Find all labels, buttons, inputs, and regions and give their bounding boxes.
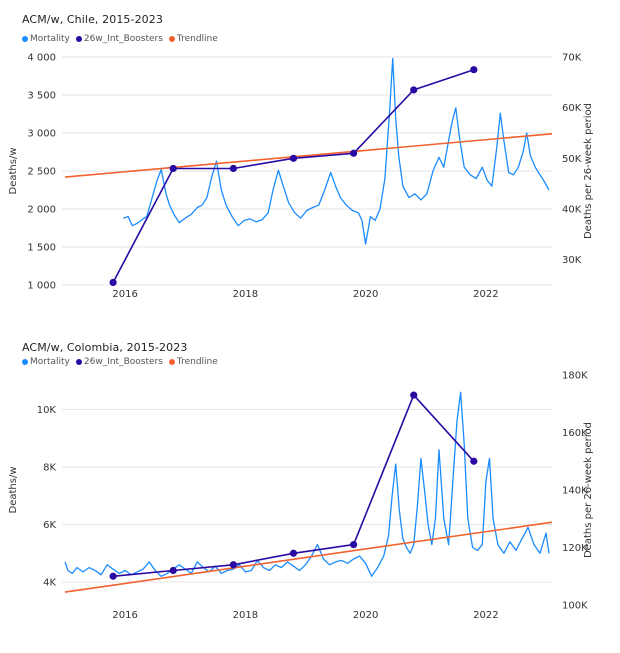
colombia-chart-svg: 4K 6K 8K 10K 100K 120K 140K 160K 180K 2016 2018 202… [8,371,594,622]
y-tick-label: 1 500 [27,243,56,254]
y2-axis-title: Deaths per 26-week period [583,103,594,239]
booster-point [229,164,237,173]
chart-legend[interactable]: Mortality 26w_Int_Boosters Trendline [22,34,218,44]
y2-tick-label: 40K [562,205,582,216]
legend-item-boosters[interactable]: 26w_Int_Boosters [75,34,163,44]
legend-item-trendline[interactable]: Trendline [168,34,218,44]
booster-point [289,549,298,557]
legend-item-mortality[interactable]: Mortality [22,34,70,44]
y-tick-label: 3 500 [27,91,56,102]
legend-dot-mortality [22,36,28,42]
x-tick-label: 2022 [473,289,498,300]
y2-tick-label: 160K [562,428,588,439]
x-tick-label: 2016 [112,289,137,300]
y-tick-label: 4 000 [27,53,56,64]
y-tick-label: 4K [43,578,56,589]
legend-dot-trendline [168,36,175,42]
series-line-mortality [123,57,550,245]
booster-point [109,278,117,287]
y-tick-label: 10K [37,405,57,416]
chart-title: ACM/w, Colombia, 2015-2023 [22,341,188,354]
legend-label: Mortality [30,34,70,44]
booster-point [289,154,298,162]
x-tick-label: 2022 [473,610,498,621]
chart-title: ACM/w, Chile, 2015-2023 [22,13,163,26]
series-line-mortality [64,391,550,577]
booster-point [470,457,478,465]
x-tick-label: 2018 [233,289,258,300]
y-tick-label: 1 000 [27,281,56,292]
y-tick-label: 2 500 [27,167,56,178]
booster-point [109,572,117,580]
booster-point [349,149,358,157]
booster-point [410,391,418,399]
y-tick-label: 6K [43,520,56,531]
chile-chart-svg: 1 000 1 500 2 000 2 500 3 000 3 500 4 000 30K 40… [8,53,594,301]
legend-dot-boosters [75,359,82,365]
y-axis-title: Deaths/w [8,467,19,514]
booster-point [410,86,418,94]
x-tick-label: 2020 [353,289,378,300]
y2-tick-label: 60K [562,103,582,114]
legend-label: 26w_Int_Boosters [83,357,163,367]
y-tick-label: 3 000 [27,129,56,140]
booster-point [470,66,478,74]
legend-label: 26w_Int_Boosters [83,34,163,44]
booster-point [169,566,177,575]
x-tick-label: 2020 [353,610,378,621]
y-axis-title: Deaths/w [8,148,19,195]
y2-tick-label: 30K [562,255,582,266]
series-line-26w-int-boosters [112,68,475,283]
series-line-trendline [64,133,553,178]
y2-tick-label: 70K [562,53,582,64]
y2-tick-label: 120K [562,543,588,554]
y2-tick-label: 140K [562,486,588,497]
booster-point [169,164,177,173]
y2-tick-label: 100K [562,601,588,612]
chile-chart-panel: ACM/w, Chile, 2015-2023 Mortality 26w_In… [0,0,620,320]
y-tick-label: 2 000 [27,205,56,216]
legend-dot-mortality [22,359,28,365]
legend-item-mortality[interactable]: Mortality [22,357,70,367]
colombia-chart-panel: ACM/w, Colombia, 2015-2023 Mortality 26w… [0,333,620,653]
legend-label: Trendline [176,357,218,367]
legend-label: Trendline [176,34,218,44]
chart-legend[interactable]: Mortality 26w_Int_Boosters Trendline [22,357,218,367]
series-line-trendline [64,521,553,593]
x-tick-label: 2016 [112,610,137,621]
y2-axis-title: Deaths per 26-week period [583,422,594,558]
y2-tick-label: 50K [562,154,582,165]
legend-item-boosters[interactable]: 26w_Int_Boosters [75,357,163,367]
y-tick-label: 8K [43,463,56,474]
x-tick-label: 2018 [233,610,258,621]
booster-point [349,541,358,549]
legend-dot-boosters [75,36,82,42]
series-line-26w-int-boosters [113,394,475,578]
y2-tick-label: 180K [562,371,588,382]
booster-point [229,561,237,569]
legend-label: Mortality [30,357,70,367]
legend-dot-trendline [168,359,175,365]
legend-item-trendline[interactable]: Trendline [168,357,218,367]
